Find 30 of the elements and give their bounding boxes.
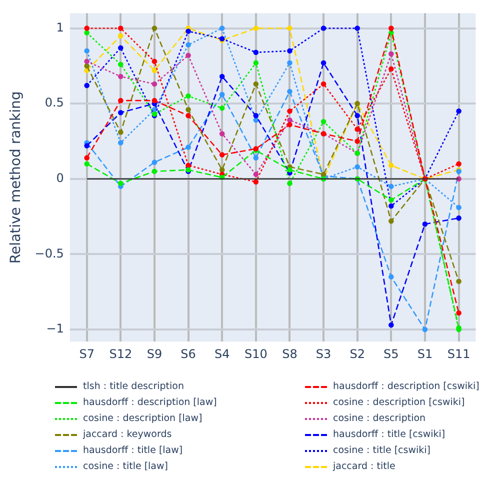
legend-label: cosine : title [cswiki]: [333, 444, 430, 457]
x-tick-label: S11: [447, 346, 470, 361]
y-tick-label: −0.5: [34, 246, 64, 260]
legend-label: hausdorff : title [cswiki]: [333, 428, 446, 441]
legend-label: hausdorff : title [law]: [83, 444, 183, 457]
legend-label: hausdorff : description [cswiki]: [333, 380, 480, 393]
y-tick-label: 1: [56, 20, 64, 34]
x-tick-label: S8: [282, 346, 298, 361]
y-axis-title: Relative method ranking: [8, 91, 24, 264]
x-tick-label: S7: [79, 346, 94, 361]
x-tick-label: S9: [146, 346, 162, 361]
x-tick-label: S10: [244, 346, 268, 361]
x-tick-label: S4: [214, 346, 230, 361]
x-tick-label: S5: [384, 346, 399, 361]
x-tick-label: S12: [109, 346, 132, 361]
legend-label: hausdorff : description [law]: [83, 396, 217, 409]
y-tick-label: 0: [56, 171, 64, 186]
legend-label: tlsh : title description: [83, 380, 184, 393]
legend-label: jaccard : keywords: [83, 428, 172, 441]
legend-label: cosine : description: [333, 412, 426, 425]
x-tick-label: S6: [180, 346, 196, 361]
y-tick-label: 0.5: [44, 96, 64, 110]
legend-label: jaccard : title: [333, 460, 396, 473]
x-tick-label: S3: [316, 346, 332, 361]
legend-label: cosine : description [cswiki]: [333, 396, 465, 409]
x-tick-label: S1: [417, 346, 433, 361]
legend-label: cosine : description [law]: [83, 412, 202, 425]
legend-label: cosine : title [law]: [83, 460, 168, 473]
x-tick-label: S2: [350, 346, 365, 361]
y-tick-label: −1: [46, 322, 64, 336]
